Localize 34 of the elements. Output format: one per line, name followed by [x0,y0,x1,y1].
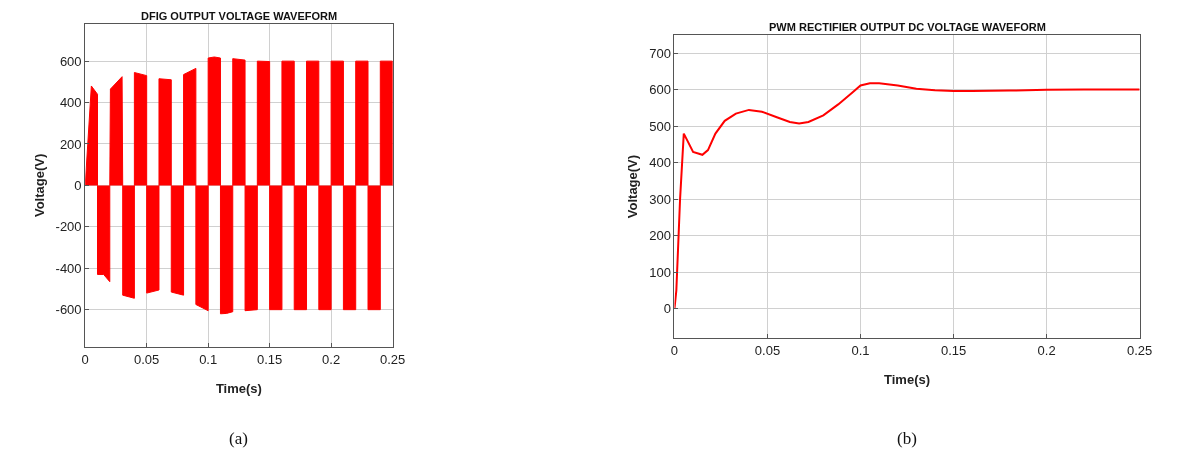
text: (b) [897,429,917,448]
y-tick-label: -200 [55,219,82,235]
y-tick-label: 700 [649,45,671,61]
x-axis-title: Time(s) [215,381,262,397]
y-tick-label: 400 [59,95,82,111]
y-tick-label: -400 [55,260,82,276]
chart-title: DFIG OUTPUT VOLTAGE WAVEFORM [141,10,338,22]
y-tick-label: 0 [663,301,671,317]
x-tick-label: 0.15 [256,351,283,367]
y-tick-label: 100 [649,264,671,280]
y-tick-label: 600 [649,82,671,98]
text: (a) [229,429,248,448]
x-tick-label: 0.2 [322,351,341,367]
y-tick-label: 400 [649,155,671,171]
x-tick-label: 0.1 [199,351,218,367]
y-axis-title: Voltage(V) [625,154,641,219]
y-tick-label: 200 [649,228,671,244]
y-tick-label: 300 [649,191,671,207]
y-tick-label: 200 [59,136,82,152]
x-tick-label: 0.25 [379,351,406,367]
line-series [674,82,1140,310]
x-tick-label: 0.05 [134,351,160,367]
y-tick-label: 600 [59,53,82,69]
x-tick-label: 0.05 [754,342,781,358]
x-axis-title: Time(s) [884,372,931,388]
x-tick-label: 0.1 [851,342,870,358]
y-tick-label: -600 [55,302,82,318]
x-tick-label: 0.25 [1126,342,1153,358]
x-tick-label: 0.2 [1037,342,1056,358]
chart-title: PWM RECTIFIER OUTPUT DC VOLTAGE WAVEFORM [769,21,1046,33]
x-tick-label: 0.15 [940,342,967,358]
y-axis-title: Voltage(V) [31,153,47,218]
y-tick-label: 500 [649,118,671,134]
y-tick-label: 0 [74,177,82,193]
